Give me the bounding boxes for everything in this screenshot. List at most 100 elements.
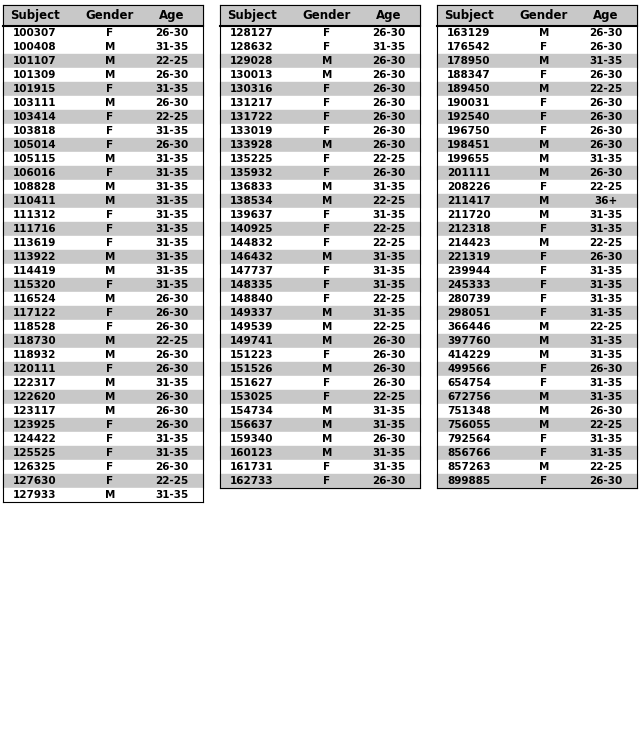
Text: M: M [105,154,115,164]
Text: 211720: 211720 [447,210,491,220]
Text: 131722: 131722 [230,112,274,122]
Text: M: M [539,196,549,206]
Text: 211417: 211417 [447,196,491,206]
Text: 26-30: 26-30 [156,322,189,332]
Text: 31-35: 31-35 [156,224,189,234]
Text: 31-35: 31-35 [372,461,406,472]
Text: 105014: 105014 [13,140,57,150]
Text: F: F [323,266,331,276]
Text: F: F [323,280,331,290]
Text: 221319: 221319 [447,252,491,262]
Bar [437,110,637,124]
Text: F: F [323,98,331,108]
Text: M: M [539,336,549,346]
Bar [220,334,420,348]
Text: 136833: 136833 [230,182,274,192]
Text: 22-25: 22-25 [372,224,406,234]
Text: 201111: 201111 [447,168,491,178]
Text: 31-35: 31-35 [156,84,189,94]
Text: 31-35: 31-35 [589,224,623,234]
Text: 31-35: 31-35 [156,210,189,220]
Bar [220,180,420,194]
Bar [3,334,203,348]
Text: 31-35: 31-35 [156,433,189,444]
Bar [3,5,203,26]
Text: Age: Age [593,9,619,22]
Text: 124422: 124422 [13,433,57,444]
Text: 176542: 176542 [447,42,491,52]
Bar [220,124,420,138]
Bar [220,194,420,208]
Bar [220,236,420,250]
Text: 122317: 122317 [13,377,57,388]
Bar [3,362,203,376]
Bar [3,68,203,82]
Bar [220,446,420,460]
Text: 22-25: 22-25 [372,322,406,332]
Bar [3,26,203,40]
Text: 31-35: 31-35 [156,182,189,192]
Text: 239944: 239944 [447,266,491,276]
Text: 133928: 133928 [230,140,274,150]
Text: 192540: 192540 [447,112,491,122]
Text: 159340: 159340 [230,433,274,444]
Bar [220,432,420,446]
Text: 26-30: 26-30 [156,294,189,304]
Text: F: F [323,377,331,388]
Text: 26-30: 26-30 [156,405,189,416]
Text: M: M [105,98,115,108]
Text: 26-30: 26-30 [156,363,189,374]
Text: 26-30: 26-30 [156,349,189,360]
Text: 113922: 113922 [13,252,56,262]
Bar [220,166,420,180]
Text: M: M [105,182,115,192]
Text: 138534: 138534 [230,196,274,206]
Text: 26-30: 26-30 [372,98,406,108]
Text: 149539: 149539 [230,322,274,332]
Text: 106016: 106016 [13,168,57,178]
Text: 26-30: 26-30 [372,112,406,122]
Text: 22-25: 22-25 [589,419,623,430]
Text: M: M [322,70,332,80]
Text: 31-35: 31-35 [156,489,189,500]
Text: F: F [106,210,113,220]
Text: M: M [322,56,332,66]
Text: 31-35: 31-35 [372,252,406,262]
Text: 26-30: 26-30 [156,461,189,472]
Text: F: F [323,154,331,164]
Text: F: F [540,377,548,388]
Text: Subject: Subject [10,9,60,22]
Bar [3,96,203,110]
Text: 178950: 178950 [447,56,491,66]
Text: 140925: 140925 [230,224,274,234]
Text: 22-25: 22-25 [589,238,623,248]
Text: 792564: 792564 [447,433,491,444]
Bar [3,418,203,432]
Text: M: M [105,266,115,276]
Bar [220,208,420,222]
Text: M: M [105,252,115,262]
Text: F: F [540,363,548,374]
Text: 122620: 122620 [13,391,57,402]
Text: 153025: 153025 [230,391,274,402]
Bar [220,418,420,432]
Text: 22-25: 22-25 [589,461,623,472]
Text: 118932: 118932 [13,349,56,360]
Bar [437,390,637,404]
Text: 199655: 199655 [447,154,490,164]
Text: 118528: 118528 [13,322,57,332]
Text: 127630: 127630 [13,476,57,486]
Bar [220,474,420,488]
Text: F: F [540,98,548,108]
Bar [3,152,203,166]
Text: F: F [106,112,113,122]
Bar [437,54,637,68]
Text: F: F [323,238,331,248]
Text: M: M [322,433,332,444]
Bar [220,5,420,26]
Bar [437,250,637,264]
Text: 26-30: 26-30 [589,126,623,136]
Text: M: M [322,182,332,192]
Bar [3,40,203,54]
Text: F: F [540,112,548,122]
